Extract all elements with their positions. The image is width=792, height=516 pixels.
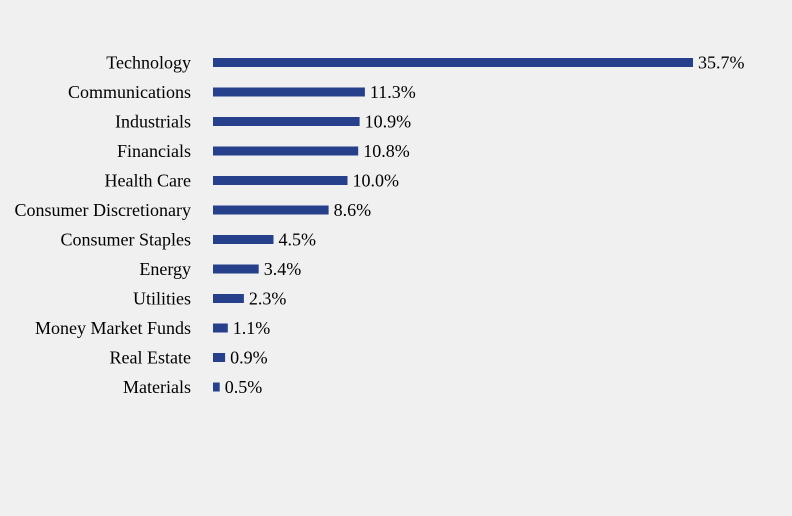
- category-label: Communications: [68, 82, 191, 102]
- value-label: 0.5%: [225, 377, 263, 397]
- value-label: 10.8%: [363, 141, 410, 161]
- value-label: 11.3%: [370, 82, 416, 102]
- value-label: 35.7%: [698, 53, 745, 73]
- bar-materials: [213, 382, 220, 392]
- bar-utilities: [213, 294, 244, 303]
- category-label: Financials: [117, 141, 191, 161]
- bar-energy: [213, 264, 259, 274]
- value-label: 2.3%: [249, 289, 287, 309]
- bar-health-care: [213, 176, 348, 185]
- category-label: Consumer Discretionary: [15, 200, 191, 220]
- labels-group: Technology 35.7% Communications 11.3% Indust…: [15, 53, 745, 398]
- value-label: 1.1%: [233, 318, 270, 338]
- bar-real-estate: [213, 353, 226, 362]
- category-label: Energy: [139, 259, 191, 279]
- value-label: 10.9%: [365, 112, 412, 132]
- bar-consumer-staples: [213, 235, 274, 244]
- category-label: Materials: [123, 377, 191, 397]
- bar-financials: [213, 146, 359, 156]
- category-label: Real Estate: [110, 348, 191, 368]
- category-label: Technology: [106, 53, 191, 73]
- bar-consumer-discretionary: [213, 205, 329, 215]
- value-label: 3.4%: [264, 259, 302, 279]
- bar-money-market-funds: [213, 323, 228, 333]
- category-label: Utilities: [133, 289, 191, 309]
- category-label: Money Market Funds: [35, 318, 191, 338]
- bar-technology: [213, 58, 693, 67]
- bar-communications: [213, 87, 365, 97]
- category-label: Industrials: [115, 112, 191, 132]
- value-label: 8.6%: [334, 200, 372, 220]
- category-label: Consumer Staples: [61, 230, 192, 250]
- category-label: Health Care: [105, 171, 191, 191]
- value-label: 10.0%: [353, 171, 400, 191]
- value-label: 0.9%: [230, 348, 268, 368]
- value-label: 4.5%: [279, 230, 317, 250]
- bars-group: [213, 58, 693, 392]
- bar-industrials: [213, 117, 360, 126]
